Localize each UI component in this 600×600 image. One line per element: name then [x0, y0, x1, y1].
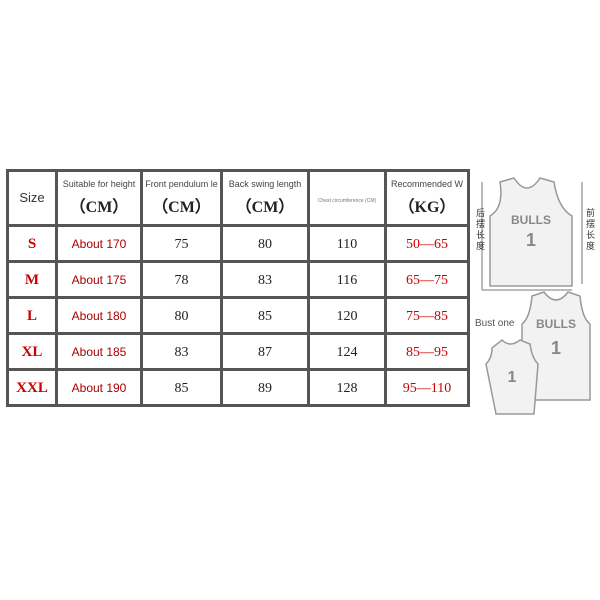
size-cell: XXL: [6, 368, 58, 407]
front-length-cell: 78: [140, 260, 223, 299]
header-unit: （CM）: [152, 199, 211, 216]
header-unit: （KG）: [398, 199, 456, 216]
height-cell-text: About 180: [71, 308, 127, 323]
height-cell: About 170: [55, 224, 143, 263]
back-length-cell: 85: [220, 296, 310, 335]
front-length-cell: 75: [140, 224, 223, 263]
header-label: Front pendulum le: [145, 179, 218, 189]
chest-cell-text: 120: [336, 308, 358, 324]
back-length-cell-text: 83: [258, 272, 272, 288]
weight-cell-text: 65—75: [406, 272, 448, 288]
height-cell: About 185: [55, 332, 143, 371]
header-label: Size: [19, 190, 45, 205]
chest-cell-text: 116: [336, 272, 358, 288]
chest-cell: 110: [307, 224, 387, 263]
chest-cell: 128: [307, 368, 387, 407]
header-size: Size: [6, 169, 58, 227]
weight-cell-text: 50—65: [406, 236, 448, 252]
jersey-number: 1: [526, 230, 536, 250]
back-length-cell: 80: [220, 224, 310, 263]
chest-cell: 116: [307, 260, 387, 299]
header-label: Suitable for height: [62, 179, 136, 189]
back-length-cell-text: 85: [258, 308, 272, 324]
chest-cell-text: 128: [336, 380, 358, 396]
jersey-text-2: BULLS: [536, 317, 576, 331]
back-length-cell-text: 89: [258, 380, 272, 396]
weight-cell-text: 95—110: [402, 380, 452, 396]
front-length-cell-text: 83: [174, 344, 189, 360]
jersey-number-3: 1: [508, 369, 517, 386]
front-length-cell: 83: [140, 332, 223, 371]
header-label: Back swing length: [228, 179, 302, 189]
front-length-cell-text: 85: [174, 380, 189, 396]
header-label: Chest circumference (CM): [317, 198, 377, 204]
chest-cell-text: 110: [336, 236, 358, 252]
size-cell: S: [6, 224, 58, 263]
weight-cell: 75—85: [384, 296, 470, 335]
back-length-cell-text: 80: [258, 236, 272, 252]
chest-cell-text: 124: [336, 344, 358, 360]
header-unit: （CM）: [69, 199, 129, 216]
size-cell-text: L: [26, 307, 37, 324]
weight-cell-text: 75—85: [406, 308, 448, 324]
chest-cell: 124: [307, 332, 387, 371]
header-chest: Chest circumference (CM): [307, 169, 387, 227]
table-row: S About 170 75 80 110 50—65: [6, 224, 470, 263]
size-cell: M: [6, 260, 58, 299]
header-row: Size Suitable for height （CM） Front pendu…: [6, 169, 470, 227]
header-front: Front pendulum le （CM）: [140, 169, 223, 227]
chest-cell: 120: [307, 296, 387, 335]
size-cell-text: XL: [21, 343, 43, 360]
jersey-text: BULLS: [511, 213, 551, 227]
front-length-cell-text: 80: [174, 308, 189, 324]
jersey-illustration: BULLS 1 BULLS 1 1 Bust one: [475, 177, 591, 415]
weight-cell-text: 85—95: [406, 344, 448, 360]
jersey-number-2: 1: [551, 338, 561, 358]
weight-cell: 50—65: [384, 224, 470, 263]
height-cell-text: About 185: [71, 344, 127, 359]
height-cell: About 180: [55, 296, 143, 335]
table-row: L About 180 80 85 120 75—85: [6, 296, 470, 335]
back-length-cell: 83: [220, 260, 310, 299]
front-length-label: 前摆长度: [586, 208, 596, 251]
back-length-cell-text: 87: [258, 344, 272, 360]
front-length-cell-text: 78: [174, 272, 189, 288]
jersey-diagram: BULLS 1 BULLS 1 1 Bust one 后摆长度 前摆长度: [472, 168, 600, 418]
height-cell-text: About 175: [71, 272, 127, 287]
front-length-cell: 80: [140, 296, 223, 335]
size-chart-table: Size Suitable for height （CM） Front pendu…: [6, 169, 470, 407]
weight-cell: 85—95: [384, 332, 470, 371]
height-cell-text: About 170: [71, 236, 127, 251]
header-height: Suitable for height （CM）: [55, 169, 143, 227]
table-row: XL About 185 83 87 124 85—95: [6, 332, 470, 371]
front-length-cell-text: 75: [174, 236, 189, 252]
header-back: Back swing length （CM）: [220, 169, 310, 227]
weight-cell: 95—110: [384, 368, 470, 407]
front-length-cell: 85: [140, 368, 223, 407]
height-cell: About 175: [55, 260, 143, 299]
back-length-cell: 89: [220, 368, 310, 407]
header-weight: Recommended W （KG）: [384, 169, 470, 227]
header-unit: （CM）: [235, 199, 295, 216]
bust-label: Bust one: [475, 318, 515, 329]
height-cell-text: About 190: [71, 380, 127, 395]
weight-cell: 65—75: [384, 260, 470, 299]
header-label: Recommended W: [390, 179, 464, 189]
size-cell: L: [6, 296, 58, 335]
size-cell-text: XXL: [16, 379, 48, 396]
table-row: XXL About 190 85 89 128 95—110: [6, 368, 470, 407]
back-length-cell: 87: [220, 332, 310, 371]
size-cell-text: M: [24, 271, 40, 288]
size-cell: XL: [6, 332, 58, 371]
size-cell-text: S: [27, 235, 37, 252]
height-cell: About 190: [55, 368, 143, 407]
table-row: M About 175 78 83 116 65—75: [6, 260, 470, 299]
back-length-label: 后摆长度: [476, 208, 486, 251]
